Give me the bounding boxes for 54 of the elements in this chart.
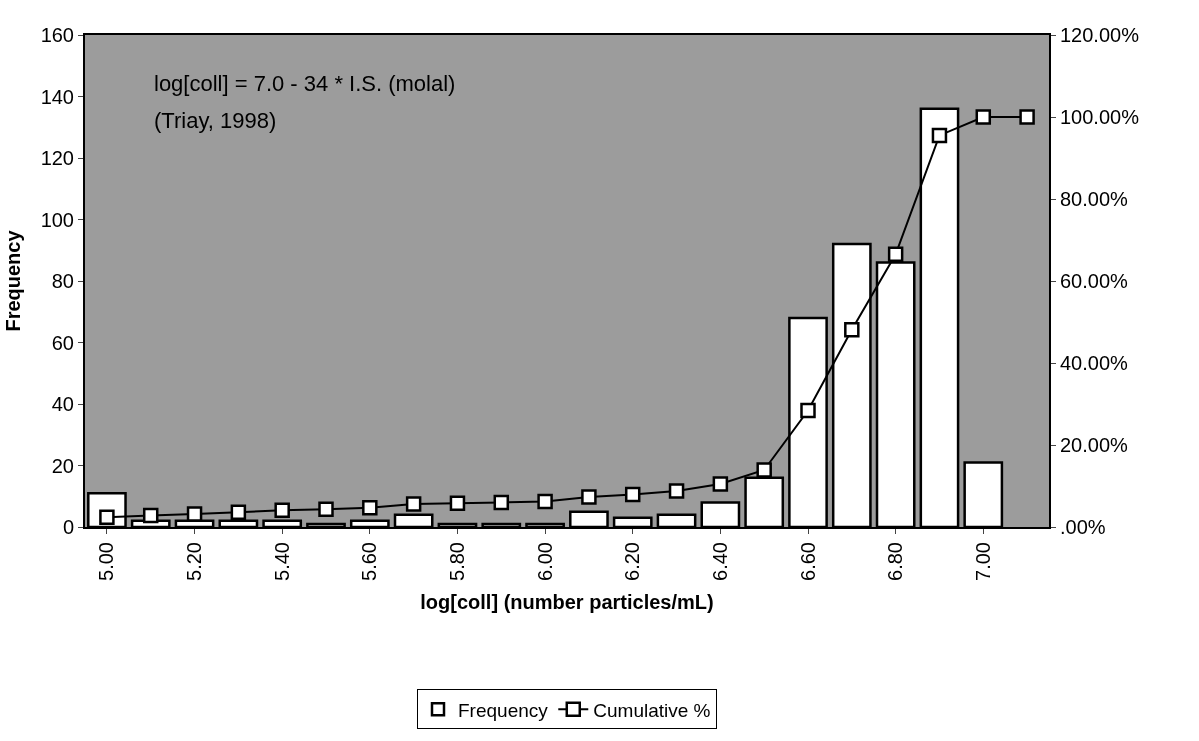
y2-tick-label: 80.00% [1060,188,1129,210]
point [230,504,247,520]
x-tick-label: 5.20 [183,542,206,581]
annotation: log[coll] = 7.0 - 34 * I.S. (molal) [154,71,456,96]
point [712,476,729,492]
y-tick-label: 160 [40,24,74,46]
point [975,109,992,125]
y2-tick-label: 100.00% [1060,106,1140,128]
y2-tick-label: .00% [1060,516,1106,538]
legend-label: Cumulative % [593,699,711,721]
point [668,483,685,499]
y-tick-label: 60 [51,331,74,354]
point [887,246,904,263]
point [405,496,422,512]
point [931,127,948,144]
y-tick-label: 80 [51,270,74,292]
point [624,486,641,503]
y-tick-label: 120 [40,147,74,169]
x-tick-label: 6.80 [884,542,907,581]
y-tick-label: 140 [40,85,74,108]
x-tick-label: 5.80 [445,542,468,581]
y2-tick-label: 40.00% [1060,352,1129,374]
y2-tick-label: 60.00% [1060,270,1129,292]
x-tick-label: 6.40 [708,542,731,581]
point [493,494,510,511]
y-tick-label: 20 [51,454,74,477]
point [581,489,597,505]
x-tick-label: 5.40 [270,542,293,581]
point [756,462,772,478]
point [449,495,466,511]
point [537,493,553,510]
point [800,402,816,419]
point [318,501,334,518]
y2-tick-label: 20.00% [1060,434,1129,456]
x-tick-label: 5.00 [95,542,118,581]
point [274,502,290,518]
point [1019,109,1035,125]
y-axis-title: Frequency [1,229,24,332]
point [362,499,378,516]
point [844,322,860,338]
x-axis-title: log[coll] (number particles/mL) [420,590,714,613]
point [142,507,159,524]
x-tick-label: 6.00 [533,542,556,581]
y2-tick-label: 120.00% [1060,24,1140,46]
annotation: (Triay, 1998) [154,108,277,133]
y-tick-label: 40 [51,393,74,415]
y-tick-label: 0 [62,516,74,538]
x-tick-label: 6.20 [621,542,644,581]
legend-label: Frequency [458,699,549,721]
y-tick-label: 100 [40,208,74,231]
x-tick-label: 6.60 [796,542,819,581]
x-tick-label: 5.60 [358,542,381,581]
point [186,506,203,522]
x-tick-label: 7.00 [971,542,994,581]
